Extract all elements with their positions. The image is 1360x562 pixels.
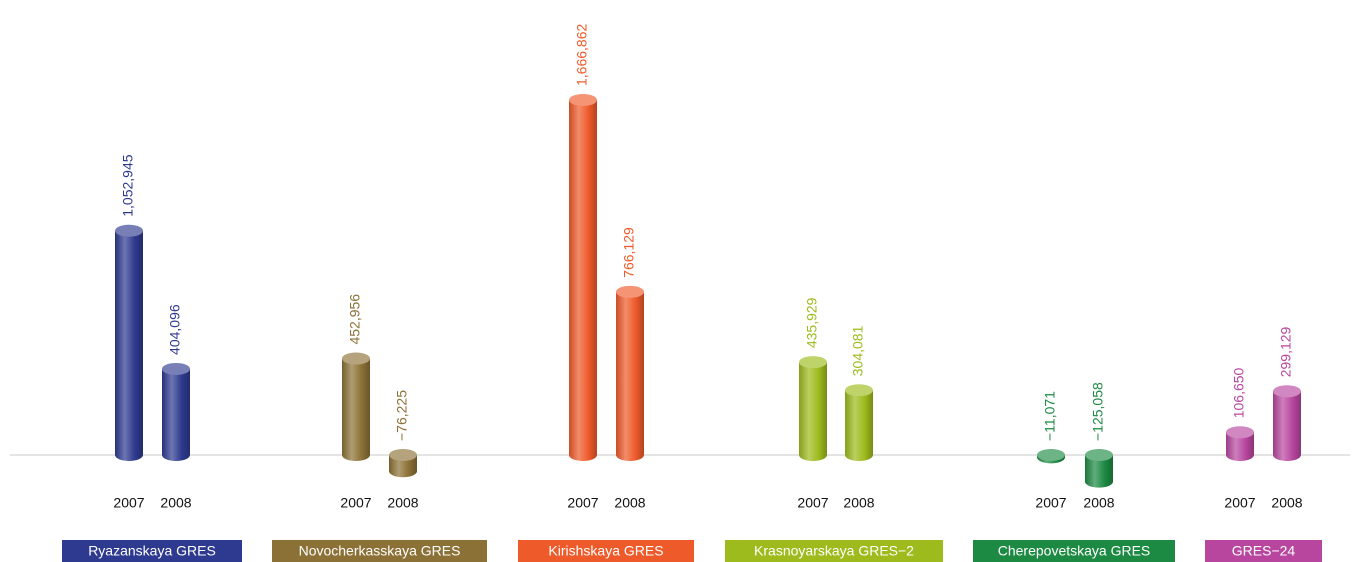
value-label: 404,096 (167, 304, 183, 355)
cylinder-top (799, 356, 827, 369)
group-label-box (973, 540, 1175, 562)
group-label: Ryazanskaya GRES (88, 543, 216, 559)
year-label: 2007 (340, 495, 371, 511)
year-label: 2007 (567, 495, 598, 511)
cylinder (1273, 385, 1301, 461)
cylinder (342, 352, 370, 461)
value-label: 1,666,862 (574, 24, 590, 86)
cylinder-body (1273, 391, 1301, 455)
value-label: 106,650 (1231, 367, 1247, 418)
group-label-box (725, 540, 943, 562)
cylinder-top (1085, 449, 1113, 461)
value-label: 452,956 (347, 294, 363, 345)
cylinder-top (1226, 426, 1254, 439)
cylinder-body (1226, 432, 1254, 455)
cylinder-body (799, 362, 827, 455)
value-label: −11,071 (1042, 391, 1058, 441)
value-label: 299,129 (1278, 326, 1294, 377)
value-label: −125,058 (1090, 382, 1106, 441)
year-label: 2007 (1224, 495, 1255, 511)
cylinder-body (115, 230, 143, 455)
year-label: 2008 (843, 495, 874, 511)
cylinder-body (162, 368, 190, 455)
year-label: 2008 (1271, 495, 1302, 511)
group-label: Krasnoyarskaya GRES−2 (754, 543, 914, 559)
cylinder-top (845, 384, 873, 397)
cylinder (389, 449, 417, 478)
year-label: 2008 (614, 495, 645, 511)
year-label: 2008 (160, 495, 191, 511)
group-label: Novocherkasskaya GRES (299, 543, 461, 559)
year-label: 2007 (113, 495, 144, 511)
cylinder-top (616, 285, 644, 298)
value-label: 1,052,945 (120, 154, 136, 216)
cylinder (616, 285, 644, 461)
group-label-box (62, 540, 242, 562)
cylinder (1085, 449, 1113, 488)
value-label: 766,129 (621, 227, 637, 278)
cylinder-top (389, 449, 417, 461)
year-label: 2007 (1035, 495, 1066, 511)
value-label: 435,929 (804, 297, 820, 348)
cylinder (799, 356, 827, 461)
value-label: 304,081 (850, 325, 866, 376)
cylinder-top (1273, 385, 1301, 398)
year-label: 2007 (797, 495, 828, 511)
group-label-box (272, 540, 487, 562)
group-label: GRES−24 (1232, 543, 1296, 559)
cylinder (569, 94, 597, 461)
group-label: Cherepovetskaya GRES (998, 543, 1151, 559)
cylinder (1037, 449, 1065, 464)
group-label: Kirishskaya GRES (548, 543, 663, 559)
group-label-box (1205, 540, 1322, 562)
year-label: 2008 (1083, 495, 1114, 511)
group-label-box (518, 540, 694, 562)
cylinder-top (115, 224, 143, 237)
cylinder (115, 224, 143, 461)
cylinder-body (569, 100, 597, 455)
cylinder-top (162, 362, 190, 375)
cylinder-body (342, 358, 370, 455)
value-label: −76,225 (394, 390, 410, 441)
cylinder-top (569, 94, 597, 106)
cylinder-top (1037, 449, 1065, 461)
cylinder-body (845, 390, 873, 455)
cylinder (1226, 426, 1254, 461)
cylinder-body (616, 291, 644, 455)
year-label: 2008 (387, 495, 418, 511)
cylinder-top (342, 352, 370, 365)
cylinder (162, 362, 190, 461)
cylinder (845, 384, 873, 461)
